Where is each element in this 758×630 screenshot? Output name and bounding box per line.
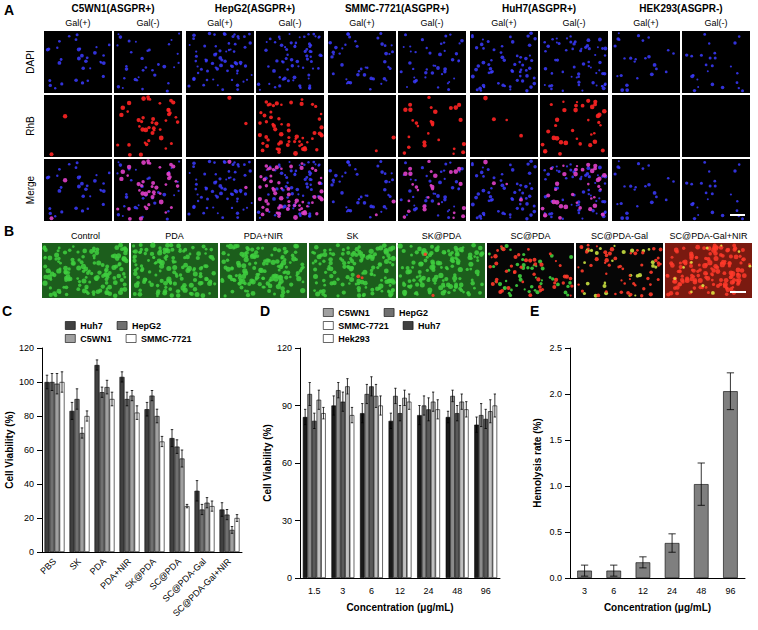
svg-text:Gal(-): Gal(-) xyxy=(137,18,160,28)
svg-text:120: 120 xyxy=(19,343,34,353)
svg-text:C: C xyxy=(2,303,12,319)
svg-text:SC@PDA-Gal: SC@PDA-Gal xyxy=(591,231,648,241)
svg-text:SK: SK xyxy=(346,231,358,241)
svg-text:Gal(-): Gal(-) xyxy=(421,18,444,28)
svg-text:SK@PDA: SK@PDA xyxy=(123,556,158,592)
svg-text:100: 100 xyxy=(19,377,34,387)
svg-text:HuH7(ASGPR+): HuH7(ASGPR+) xyxy=(502,3,576,14)
svg-text:DAPI: DAPI xyxy=(25,50,36,73)
svg-text:PDA: PDA xyxy=(88,556,108,576)
svg-text:HEK293(ASGPR-): HEK293(ASGPR-) xyxy=(639,3,722,14)
svg-text:Gal(-): Gal(-) xyxy=(563,18,586,28)
svg-text:0: 0 xyxy=(287,573,292,583)
svg-text:Gal(+): Gal(+) xyxy=(65,18,90,28)
svg-text:24: 24 xyxy=(667,586,677,596)
svg-text:30: 30 xyxy=(282,516,292,526)
svg-text:Gal(+): Gal(+) xyxy=(633,18,658,28)
svg-text:Hemolysis rate (%): Hemolysis rate (%) xyxy=(532,418,543,507)
svg-text:90: 90 xyxy=(282,401,292,411)
svg-text:60: 60 xyxy=(24,445,34,455)
svg-text:20: 20 xyxy=(24,513,34,523)
svg-text:Cell Viability (%): Cell Viability (%) xyxy=(262,424,273,502)
svg-text:Gal(+): Gal(+) xyxy=(207,18,232,28)
svg-text:0.0: 0.0 xyxy=(549,573,562,583)
svg-text:120: 120 xyxy=(277,343,292,353)
svg-text:48: 48 xyxy=(696,586,706,596)
svg-text:SC@PDA-Gal+NIR: SC@PDA-Gal+NIR xyxy=(171,556,233,618)
svg-text:SC@PDA-Gal+NIR: SC@PDA-Gal+NIR xyxy=(670,231,748,241)
svg-text:1.5: 1.5 xyxy=(549,435,562,445)
svg-text:C5WN1(ASGPR+): C5WN1(ASGPR+) xyxy=(71,3,154,14)
svg-text:0: 0 xyxy=(29,547,34,557)
svg-text:Cell Viability (%): Cell Viability (%) xyxy=(4,411,15,489)
svg-text:Hek293: Hek293 xyxy=(338,334,370,344)
svg-text:Gal(+): Gal(+) xyxy=(349,18,374,28)
svg-text:12: 12 xyxy=(638,586,648,596)
svg-text:6: 6 xyxy=(369,586,374,596)
svg-text:SC@PDA: SC@PDA xyxy=(147,556,183,592)
svg-text:Concentration (μg/mL): Concentration (μg/mL) xyxy=(346,602,453,613)
svg-text:6: 6 xyxy=(611,586,616,596)
svg-text:1.0: 1.0 xyxy=(549,481,562,491)
svg-text:Huh7: Huh7 xyxy=(418,321,441,331)
svg-text:Gal(+): Gal(+) xyxy=(491,18,516,28)
svg-text:D: D xyxy=(260,303,270,319)
svg-text:80: 80 xyxy=(24,411,34,421)
svg-text:PDA: PDA xyxy=(165,231,184,241)
svg-text:HepG2: HepG2 xyxy=(399,308,428,318)
svg-text:PDA+NIR: PDA+NIR xyxy=(98,556,133,592)
svg-text:24: 24 xyxy=(424,586,434,596)
svg-text:96: 96 xyxy=(481,586,491,596)
svg-text:B: B xyxy=(4,223,14,239)
svg-text:Gal(-): Gal(-) xyxy=(705,18,728,28)
svg-text:Merge: Merge xyxy=(25,175,36,204)
svg-text:SMMC-7721(ASGPR+): SMMC-7721(ASGPR+) xyxy=(345,3,449,14)
svg-text:Control: Control xyxy=(71,231,100,241)
svg-text:Concentration (μg/mL): Concentration (μg/mL) xyxy=(604,602,711,613)
svg-text:60: 60 xyxy=(282,458,292,468)
svg-text:PDA+NIR: PDA+NIR xyxy=(244,231,284,241)
svg-text:RhB: RhB xyxy=(25,116,36,136)
svg-text:SK@PDA: SK@PDA xyxy=(422,231,462,241)
svg-text:12: 12 xyxy=(395,586,405,596)
svg-text:HepG2: HepG2 xyxy=(132,321,161,331)
svg-text:Gal(-): Gal(-) xyxy=(279,18,302,28)
svg-text:48: 48 xyxy=(452,586,462,596)
svg-text:2.0: 2.0 xyxy=(549,389,562,399)
svg-text:3: 3 xyxy=(340,586,345,596)
svg-text:E: E xyxy=(530,303,539,319)
svg-text:0.5: 0.5 xyxy=(549,527,562,537)
svg-text:SMMC-7721: SMMC-7721 xyxy=(141,334,192,344)
svg-text:C5WN1: C5WN1 xyxy=(80,334,112,344)
svg-text:SMMC-7721: SMMC-7721 xyxy=(338,321,389,331)
svg-text:C5WN1: C5WN1 xyxy=(338,308,370,318)
svg-text:PBS: PBS xyxy=(38,556,58,576)
svg-text:Huh7: Huh7 xyxy=(80,321,103,331)
svg-text:SK: SK xyxy=(67,556,83,572)
svg-text:A: A xyxy=(4,2,14,18)
svg-text:SC@PDA: SC@PDA xyxy=(510,231,550,241)
svg-text:HepG2(ASGPR+): HepG2(ASGPR+) xyxy=(215,3,295,14)
svg-text:2.5: 2.5 xyxy=(549,343,562,353)
svg-text:40: 40 xyxy=(24,479,34,489)
svg-text:1.5: 1.5 xyxy=(308,586,321,596)
svg-text:3: 3 xyxy=(582,586,587,596)
svg-text:96: 96 xyxy=(725,586,735,596)
